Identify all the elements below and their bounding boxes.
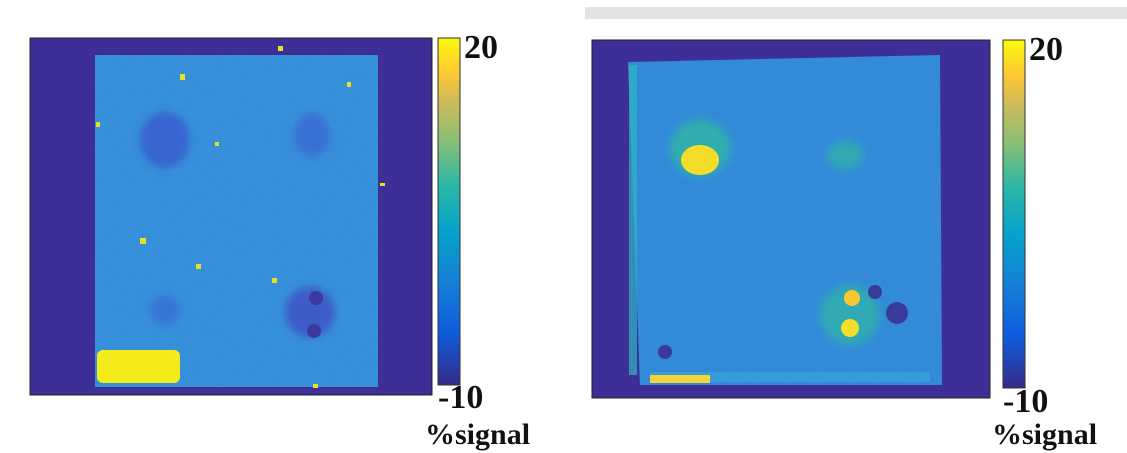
dark-spot [886, 302, 908, 324]
bright-spot [841, 319, 859, 337]
bright-edge [650, 375, 710, 383]
dark-spot [658, 345, 672, 359]
edge [629, 65, 637, 375]
colorbar-min: -10 [438, 379, 483, 416]
figure: 20 -10 %signal 20 -10 %signal [0, 0, 1127, 453]
sample-texture [95, 55, 378, 387]
bright-spot [681, 145, 719, 175]
colorbar-max: 20 [464, 29, 498, 66]
right-panel: 20 -10 %signal [585, 7, 1127, 451]
top-bar [585, 7, 1127, 19]
bright-region [97, 350, 180, 383]
colorbar-min: -10 [1003, 383, 1048, 420]
colorbar [438, 38, 460, 385]
sample-texture [628, 55, 942, 385]
left-panel: 20 -10 %signal [30, 29, 530, 451]
bright-spot [844, 290, 860, 306]
page: 20 -10 %signal 20 -10 %signal (() => { c… [0, 0, 1127, 453]
colorbar-label: %signal [992, 418, 1097, 451]
dark-spot [309, 291, 323, 305]
dark-spot [868, 285, 882, 299]
dark-spot [307, 324, 321, 338]
colorbar-max: 20 [1029, 31, 1063, 68]
colorbar [1003, 40, 1025, 388]
colorbar-label: %signal [425, 418, 530, 451]
